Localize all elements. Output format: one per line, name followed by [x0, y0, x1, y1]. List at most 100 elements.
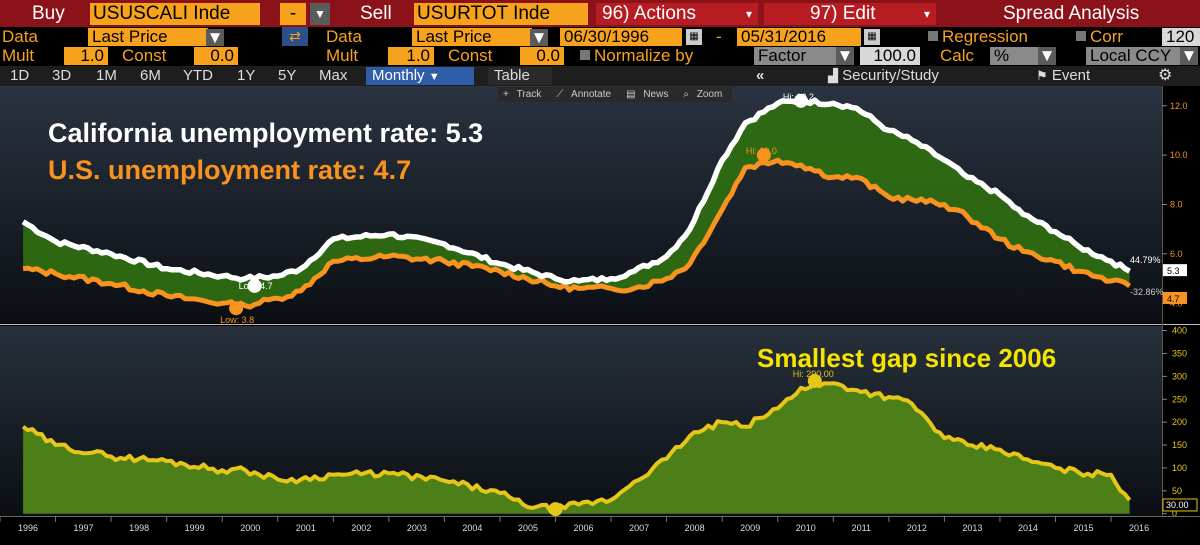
y-tick-label: 200 — [1172, 417, 1187, 427]
tab-6m[interactable]: 6M — [140, 67, 161, 84]
calendar-icon[interactable]: ▦ — [864, 29, 880, 45]
flag-icon: ⚑ — [1036, 68, 1048, 83]
x-tick-label: 1997 — [74, 523, 94, 533]
normalize-checkbox[interactable]: Normalize by — [580, 47, 693, 65]
monthly-dropdown[interactable]: Monthly ▼ — [366, 67, 474, 85]
event-button[interactable]: ⚑ Event — [1036, 67, 1091, 84]
y-tick-label: 150 — [1172, 440, 1187, 450]
chevron-down-icon: ▾ — [923, 7, 930, 21]
period-tab-bar: 1D 3D 1M 6M YTD 1Y 5Y Max Monthly ▼ Tabl… — [0, 66, 1200, 86]
x-tick-label: 2012 — [907, 523, 927, 533]
x-tick-label: 2013 — [962, 523, 982, 533]
mult2-field[interactable]: 1.0 — [388, 47, 434, 65]
date-to-field[interactable]: 05/31/2016 — [737, 28, 861, 46]
data-field[interactable]: Last Price — [88, 28, 208, 46]
const-field[interactable]: 0.0 — [194, 47, 238, 65]
mult-field[interactable]: 1.0 — [64, 47, 108, 65]
data-dropdown-icon[interactable]: ▼ — [206, 28, 224, 47]
california-unemployment-line — [21, 97, 1131, 285]
x-tick-label: 2009 — [740, 523, 760, 533]
gear-icon[interactable]: ⚙ — [1158, 67, 1173, 84]
x-tick-label: 2015 — [1074, 523, 1094, 533]
security-study-button[interactable]: ▟ Security/Study — [828, 67, 939, 84]
y-tick-label: 6.0 — [1170, 249, 1183, 259]
x-tick-label: 2000 — [240, 523, 260, 533]
const2-field[interactable]: 0.0 — [520, 47, 564, 65]
corr-field[interactable]: 120 — [1162, 28, 1200, 46]
extreme-point-marker — [229, 301, 244, 316]
date-from-field[interactable]: 06/30/1996 — [560, 28, 682, 46]
spread-chart: Hi: 12.2 Hi: 10.0 Low: 4.7 Low: 3.8 Hi: 290… — [0, 86, 1200, 545]
checkbox-icon — [580, 50, 590, 60]
x-tick-label: 2014 — [1018, 523, 1038, 533]
y-tick-label: 250 — [1172, 394, 1187, 404]
const2-label: Const — [448, 46, 493, 65]
y-tick-label: 400 — [1172, 326, 1187, 336]
tab-ytd[interactable]: YTD — [183, 67, 213, 84]
calendar-icon[interactable]: ▦ — [686, 29, 702, 45]
tab-5y[interactable]: 5Y — [278, 67, 297, 84]
x-tick-label: 2006 — [574, 523, 594, 533]
tab-1m[interactable]: 1M — [96, 67, 117, 84]
spread-last-value: 30.00 — [1166, 500, 1189, 510]
buy-label: Buy — [32, 3, 65, 24]
operator-dropdown-icon[interactable]: ▼ — [310, 3, 330, 25]
spread-extreme-label: Low: 10.00 — [534, 515, 578, 525]
us-annotation: U.S. unemployment rate: 4.7 — [48, 155, 412, 185]
us-last-value: 4.7 — [1167, 294, 1180, 304]
sell-ticker-field[interactable]: USURTOT Inde — [414, 3, 588, 25]
factor-value-field[interactable]: 100.0 — [860, 47, 920, 65]
zoom-tool[interactable]: ⌕ Zoom — [683, 89, 723, 100]
corr-checkbox[interactable]: Corr — [1076, 28, 1123, 46]
extreme-point-label: Hi: 12.2 — [783, 92, 814, 102]
buy-ticker-field[interactable]: USUSCALI Inde — [90, 3, 260, 25]
spread-fill-area — [23, 100, 1130, 308]
data2-field[interactable]: Last Price — [412, 28, 532, 46]
track-tool[interactable]: + Track — [503, 89, 542, 100]
california-annotation: California unemployment rate: 5.3 — [48, 118, 484, 148]
news-tool[interactable]: ▤ News — [626, 89, 669, 100]
y-tick-label: 100 — [1172, 463, 1187, 473]
currency-dropdown[interactable]: Local CCY — [1086, 47, 1180, 65]
calc-label-text: Calc — [940, 46, 975, 65]
calc-dropdown[interactable]: % — [990, 47, 1038, 65]
currency-dropdown-icon[interactable]: ▼ — [1180, 46, 1198, 65]
y-tick-label: 10.0 — [1170, 150, 1188, 160]
x-tick-label: 2003 — [407, 523, 427, 533]
x-tick-label: 2001 — [296, 523, 316, 533]
us-last-value-box — [1163, 291, 1187, 304]
tab-max[interactable]: Max — [319, 67, 348, 84]
edit-menu[interactable]: 97) Edit ▾ — [764, 3, 936, 25]
checkbox-icon — [1076, 31, 1086, 41]
annotate-tool[interactable]: ⟋ Annotate — [556, 89, 612, 100]
x-tick-label: 2016 — [1129, 523, 1149, 533]
data-row: Data Last Price ▼ ⇄ Data Last Price ▼ 06… — [0, 27, 1200, 47]
tab-1d[interactable]: 1D — [10, 67, 30, 84]
table-button[interactable]: Table — [488, 67, 552, 85]
spread-line — [21, 381, 1132, 514]
y-tick-label: 12.0 — [1170, 101, 1188, 111]
extreme-point-label: Low: 3.8 — [220, 315, 254, 325]
factor-dropdown-icon[interactable]: ▼ — [836, 46, 854, 65]
collapse-icon[interactable]: « — [756, 67, 765, 84]
sell-label: Sell — [360, 3, 392, 24]
regression-checkbox[interactable]: Regression — [928, 28, 1028, 46]
tab-3d[interactable]: 3D — [52, 67, 72, 84]
date-separator: - — [716, 27, 722, 46]
data2-dropdown-icon[interactable]: ▼ — [530, 28, 548, 47]
mult-row: Mult 1.0 Const 0.0 Mult 1.0 Const 0.0 No… — [0, 46, 1200, 66]
x-tick-label: 1998 — [129, 523, 149, 533]
mult2-label: Mult — [326, 46, 359, 65]
california-last-value: 5.3 — [1167, 266, 1180, 276]
california-percent-change: 44.79% — [1130, 255, 1161, 265]
operator-field[interactable]: - — [280, 3, 306, 25]
actions-menu[interactable]: 96) Actions ▾ — [596, 3, 758, 25]
swap-icon[interactable]: ⇄ — [282, 27, 308, 47]
x-tick-label: 2008 — [685, 523, 705, 533]
spread-extreme-marker — [548, 502, 563, 516]
calc-dropdown-icon[interactable]: ▼ — [1038, 46, 1056, 65]
tab-1y[interactable]: 1Y — [237, 67, 256, 84]
extreme-point-marker — [247, 278, 262, 293]
factor-dropdown[interactable]: Factor — [754, 47, 836, 65]
y-tick-label: 300 — [1172, 371, 1187, 381]
